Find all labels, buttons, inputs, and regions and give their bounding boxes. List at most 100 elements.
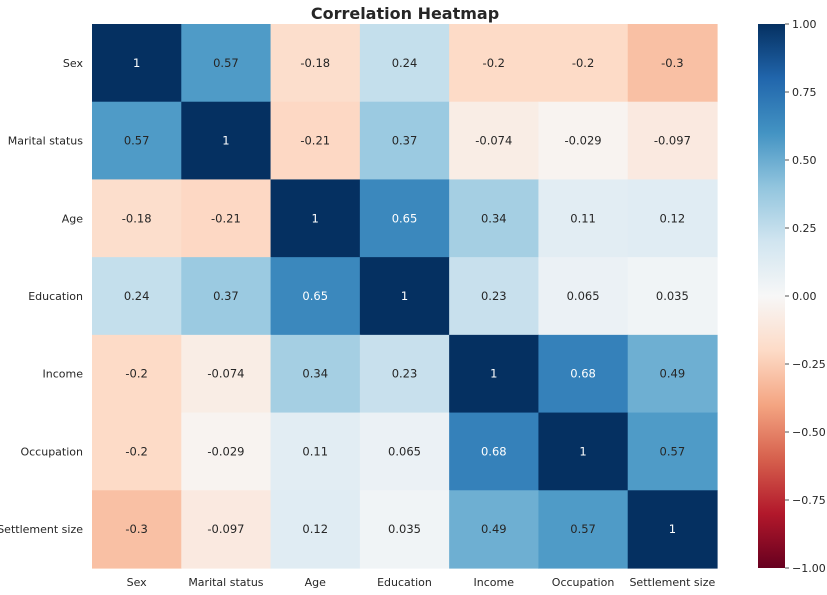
cell-value-label: 1 bbox=[222, 134, 229, 148]
cell-value-label: -0.18 bbox=[300, 56, 330, 70]
heatmap-cell bbox=[92, 179, 182, 258]
heatmap-cell bbox=[449, 179, 540, 258]
heatmap-cell bbox=[92, 24, 182, 103]
heatmap-cell bbox=[449, 24, 540, 103]
heatmap-cell bbox=[449, 257, 540, 336]
cell-value-label: -0.2 bbox=[125, 367, 147, 381]
heatmap-cell bbox=[270, 412, 361, 491]
cell-value-label: 0.65 bbox=[392, 211, 418, 225]
cell-value-label: 0.57 bbox=[660, 444, 686, 458]
cell-value-label: 0.49 bbox=[481, 522, 507, 536]
heatmap-cell bbox=[181, 257, 272, 336]
heatmap-cell bbox=[359, 412, 450, 491]
cell-value-label: 0.11 bbox=[570, 211, 596, 225]
cell-value-label: -0.2 bbox=[483, 56, 505, 70]
colorbar-tick-label: −0.25 bbox=[792, 358, 826, 371]
cell-value-label: -0.097 bbox=[207, 522, 244, 536]
heatmap-cell bbox=[538, 490, 629, 569]
heatmap-cells: 1 0.57 -0.18 0.24 -0.2 -0.2 -0.30.57 1 -0.21 0.37… bbox=[92, 24, 718, 569]
x-tick-label: Income bbox=[474, 576, 515, 589]
y-tick-label: Marital status bbox=[8, 135, 83, 148]
cell-value-label: 0.34 bbox=[481, 211, 507, 225]
cell-value-label: 0.12 bbox=[660, 211, 686, 225]
heatmap-cell bbox=[627, 101, 718, 181]
heatmap-cell bbox=[92, 490, 182, 569]
cell-value-label: 0.34 bbox=[302, 367, 328, 381]
heatmap-cell bbox=[627, 24, 718, 103]
cell-value-label: 0.49 bbox=[660, 367, 686, 381]
colorbar-tick-label: −0.50 bbox=[792, 426, 826, 439]
cell-value-label: -0.074 bbox=[207, 367, 244, 381]
colorbar-tick-label: −0.75 bbox=[792, 494, 826, 507]
heatmap-cell bbox=[449, 334, 540, 414]
colorbar-tick-label: 0.00 bbox=[792, 290, 817, 303]
heatmap-cell bbox=[92, 101, 182, 181]
heatmap-cell bbox=[181, 412, 272, 491]
cell-value-label: 1 bbox=[401, 289, 408, 303]
x-tick-label: Occupation bbox=[552, 576, 615, 589]
colorbar-tick-label: 0.25 bbox=[792, 222, 817, 235]
x-tick-label: Marital status bbox=[188, 576, 263, 589]
cell-value-label: -0.3 bbox=[661, 56, 683, 70]
heatmap-cell bbox=[270, 101, 361, 181]
heatmap-cell bbox=[627, 490, 718, 569]
y-tick-label: Sex bbox=[63, 57, 84, 70]
heatmap-cell bbox=[359, 24, 450, 103]
heatmap-cell bbox=[627, 179, 718, 258]
heatmap-cell bbox=[270, 257, 361, 336]
heatmap-cell bbox=[538, 24, 629, 103]
heatmap-cell bbox=[538, 257, 629, 336]
cell-value-label: 0.37 bbox=[392, 134, 418, 148]
cell-value-label: 0.035 bbox=[656, 289, 689, 303]
cell-value-label: 0.37 bbox=[213, 289, 239, 303]
cell-value-label: 0.065 bbox=[388, 444, 421, 458]
cell-value-label: 0.035 bbox=[388, 522, 421, 536]
heatmap-cell bbox=[270, 179, 361, 258]
colorbar-gradient bbox=[758, 24, 785, 568]
colorbar: 1.00 0.75 0.50 0.25 0.00 −0.25 −0.50 −0.75 −1.00 bbox=[758, 18, 826, 575]
cell-value-label: 0.65 bbox=[302, 289, 328, 303]
heatmap-cell bbox=[627, 412, 718, 491]
heatmap-cell bbox=[359, 490, 450, 569]
cell-value-label: -0.097 bbox=[654, 134, 691, 148]
x-tick-label: Settlement size bbox=[629, 576, 715, 589]
y-tick-label: Age bbox=[62, 212, 84, 225]
heatmap-cell bbox=[627, 334, 718, 414]
cell-value-label: 0.57 bbox=[124, 134, 150, 148]
cell-value-label: -0.21 bbox=[211, 211, 241, 225]
y-tick-label: Education bbox=[28, 290, 83, 303]
heatmap-cell bbox=[449, 490, 540, 569]
heatmap-cell bbox=[538, 179, 629, 258]
cell-value-label: 1 bbox=[579, 444, 586, 458]
heatmap-cell bbox=[449, 412, 540, 491]
heatmap-cell bbox=[92, 257, 182, 336]
heatmap-cell bbox=[181, 334, 272, 414]
heatmap-cell bbox=[181, 179, 272, 258]
x-tick-label: Education bbox=[377, 576, 432, 589]
cell-value-label: 0.12 bbox=[302, 522, 328, 536]
heatmap-cell bbox=[538, 101, 629, 181]
heatmap-cell bbox=[359, 179, 450, 258]
x-tick-label: Sex bbox=[127, 576, 148, 589]
cell-value-label: -0.2 bbox=[572, 56, 594, 70]
heatmap-cell bbox=[181, 101, 272, 181]
chart-title: Correlation Heatmap bbox=[311, 4, 499, 23]
cell-value-label: 0.57 bbox=[570, 522, 596, 536]
cell-value-label: 1 bbox=[669, 522, 676, 536]
cell-value-label: 0.24 bbox=[124, 289, 150, 303]
heatmap-cell bbox=[538, 334, 629, 414]
colorbar-tick-label: 0.75 bbox=[792, 86, 817, 99]
cell-value-label: -0.074 bbox=[475, 134, 512, 148]
heatmap-cell bbox=[181, 24, 272, 103]
heatmap-cell bbox=[359, 257, 450, 336]
heatmap-cell bbox=[449, 101, 540, 181]
x-axis-tick-labels: Sex Marital status Age Education Income Occup… bbox=[127, 576, 716, 589]
cell-value-label: 0.68 bbox=[570, 367, 596, 381]
cell-value-label: -0.18 bbox=[122, 211, 152, 225]
y-tick-label: Occupation bbox=[20, 445, 83, 458]
cell-value-label: 0.24 bbox=[392, 56, 418, 70]
heatmap-cell bbox=[359, 101, 450, 181]
colorbar-tick-label: −1.00 bbox=[792, 562, 826, 575]
cell-value-label: -0.21 bbox=[300, 134, 330, 148]
